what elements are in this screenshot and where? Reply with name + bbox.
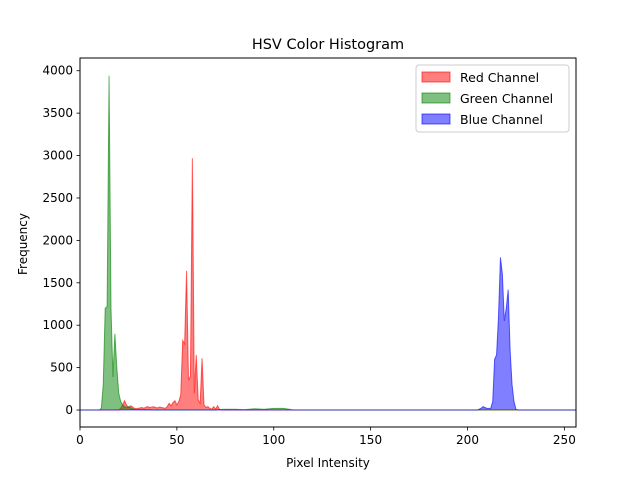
blue-channel-legend-label: Blue Channel	[460, 112, 543, 127]
red-channel-legend-label: Red Channel	[460, 70, 539, 85]
blue-channel-line	[80, 257, 576, 411]
red-channel-line	[80, 158, 576, 411]
y-axis-title: Frequency	[16, 213, 30, 275]
green-channel-line	[80, 75, 576, 411]
x-tick-label: 150	[359, 433, 382, 447]
y-tick-label: 1500	[42, 276, 73, 290]
blue-channel-series	[80, 257, 576, 411]
x-tick-label: 50	[169, 433, 184, 447]
x-tick-label: 200	[456, 433, 479, 447]
y-tick-label: 1000	[42, 318, 73, 332]
legend-frame	[415, 64, 570, 133]
chart-title: HSV Color Histogram	[252, 37, 404, 53]
x-tick-label: 250	[553, 433, 576, 447]
axes-layer: 0 50 100 150 200 2500500100015002000250030003…	[42, 57, 577, 447]
series-layer	[80, 75, 576, 411]
legend: Red Channel Green Channel Blue Channel	[415, 64, 570, 133]
x-tick-label: 100	[262, 433, 285, 447]
red-channel-legend-swatch	[421, 71, 451, 83]
y-tick-label: 500	[50, 361, 73, 375]
y-tick-label: 2000	[42, 233, 73, 247]
y-tick-label: 3000	[42, 149, 73, 163]
red-channel-series	[80, 158, 576, 411]
plot-frame	[79, 57, 577, 428]
y-tick-label: 3500	[42, 106, 73, 120]
y-tick-label: 0	[65, 403, 73, 417]
green-channel-legend-swatch	[421, 92, 451, 104]
y-tick-label: 4000	[42, 64, 73, 78]
green-channel-legend-label: Green Channel	[460, 91, 553, 106]
blue-channel-area	[80, 257, 576, 411]
blue-channel-legend-swatch	[421, 113, 451, 125]
y-tick-label: 2500	[42, 191, 73, 205]
x-tick-label: 0	[76, 433, 84, 447]
x-axis-title: Pixel Intensity	[286, 456, 370, 470]
green-channel-series	[80, 75, 576, 411]
